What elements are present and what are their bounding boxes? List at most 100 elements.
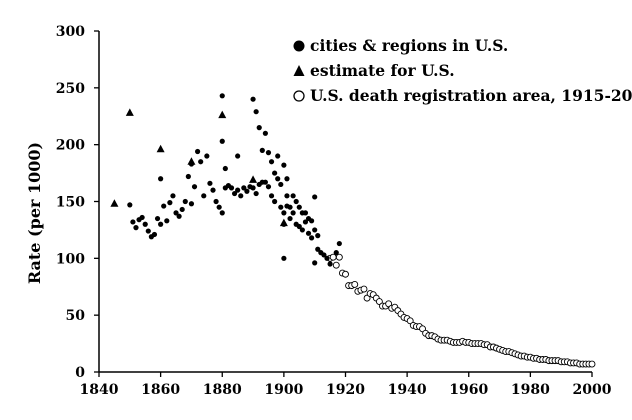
data-point-cities xyxy=(272,170,278,176)
legend: cities & regions in U.S. estimate for U.… xyxy=(293,36,632,105)
data-point-cities xyxy=(287,204,293,210)
data-point-cities xyxy=(235,187,241,193)
legend-marker-registration xyxy=(293,90,305,102)
y-tick-label: 0 xyxy=(75,365,85,381)
data-point-cities xyxy=(256,125,262,131)
data-point-cities xyxy=(231,190,238,197)
data-point-registration xyxy=(329,253,337,261)
data-point-cities xyxy=(133,225,139,231)
data-point-cities xyxy=(253,190,259,197)
data-point-cities xyxy=(219,93,225,99)
data-point-estimate xyxy=(279,218,288,227)
legend-marker-cities xyxy=(293,40,305,52)
y-tick-label: 250 xyxy=(56,81,85,97)
data-point-cities xyxy=(312,260,318,266)
legend-label-cities: cities & regions in U.S. xyxy=(310,36,508,55)
data-point-cities xyxy=(324,255,330,261)
data-point-cities xyxy=(207,180,213,186)
data-point-estimate xyxy=(187,157,196,165)
data-point-cities xyxy=(315,246,321,252)
data-point-estimate xyxy=(110,199,119,207)
data-point-cities xyxy=(198,159,204,165)
data-point-registration xyxy=(360,285,368,293)
data-point-cities xyxy=(287,215,293,222)
data-point-registration xyxy=(351,281,359,288)
data-point-cities xyxy=(142,221,148,227)
data-point-cities xyxy=(250,96,256,102)
chart-axes xyxy=(98,31,592,373)
data-point-cities xyxy=(176,213,182,219)
data-point-cities xyxy=(210,187,216,193)
data-point-cities xyxy=(293,198,299,205)
data-point-cities xyxy=(130,219,136,225)
data-point-cities xyxy=(222,165,228,172)
data-point-cities xyxy=(268,159,275,165)
data-point-cities xyxy=(253,109,259,115)
data-point-cities xyxy=(145,228,151,234)
data-point-cities xyxy=(151,231,158,238)
data-point-cities xyxy=(185,173,191,180)
y-tick-label: 200 xyxy=(56,138,85,154)
legend-label-registration: U.S. death registration area, 1915-2000 xyxy=(310,86,632,105)
data-point-cities xyxy=(216,204,222,210)
data-point-cities xyxy=(259,147,265,153)
data-point-cities xyxy=(290,210,296,216)
data-point-cities xyxy=(265,150,272,156)
data-point-cities xyxy=(272,198,278,205)
y-axis-label: Rate (per 1000) xyxy=(25,142,44,284)
data-point-cities xyxy=(296,223,302,230)
x-tick-label: 1920 xyxy=(326,382,365,398)
data-point-cities xyxy=(309,235,315,241)
data-points xyxy=(110,93,596,368)
data-point-cities xyxy=(219,210,225,216)
data-point-registration xyxy=(588,360,596,368)
data-point-cities xyxy=(278,181,284,188)
data-point-cities xyxy=(290,193,296,199)
data-point-cities xyxy=(219,138,225,144)
y-tick-label: 100 xyxy=(56,251,85,267)
data-point-cities xyxy=(158,176,164,182)
data-point-cities xyxy=(302,210,309,216)
data-point-cities xyxy=(241,185,247,191)
data-point-cities xyxy=(262,179,268,185)
x-tick-label: 1860 xyxy=(141,382,180,398)
x-axis-ticks: 1840 1860 1880 1900 1920 1940 1960 1980 2000 xyxy=(80,372,612,398)
data-point-cities xyxy=(284,193,290,199)
data-point-cities xyxy=(164,218,170,224)
data-point-cities xyxy=(179,206,185,213)
y-tick-label: 50 xyxy=(66,308,86,324)
data-point-cities xyxy=(182,198,188,205)
data-point-cities xyxy=(228,185,235,191)
data-point-cities xyxy=(333,250,339,256)
data-point-cities xyxy=(275,176,281,182)
data-point-cities xyxy=(188,201,195,207)
data-point-cities xyxy=(281,162,287,168)
data-point-estimate xyxy=(125,108,134,116)
y-tick-label: 150 xyxy=(56,195,85,211)
data-point-cities xyxy=(275,153,281,159)
data-point-cities xyxy=(281,255,287,261)
data-point-cities xyxy=(281,210,287,216)
data-point-cities xyxy=(321,252,327,258)
data-point-cities xyxy=(201,193,207,199)
x-tick-label: 1940 xyxy=(388,382,427,398)
data-point-cities xyxy=(296,204,302,210)
data-point-cities xyxy=(238,193,244,199)
data-point-cities xyxy=(250,185,256,191)
data-point-cities xyxy=(336,240,342,247)
data-point-registration xyxy=(335,253,343,261)
data-point-cities xyxy=(213,198,219,205)
data-point-cities xyxy=(312,194,318,200)
data-point-cities xyxy=(170,193,176,199)
data-point-cities xyxy=(235,153,241,159)
data-point-cities xyxy=(262,130,268,136)
data-point-cities xyxy=(139,214,145,221)
y-axis-ticks: 0 50 100 150 200 250 300 xyxy=(56,24,99,381)
x-tick-label: 1900 xyxy=(264,382,303,398)
data-point-cities xyxy=(309,218,315,224)
x-tick-label: 1840 xyxy=(80,382,119,398)
data-point-cities xyxy=(278,204,284,210)
legend-label-estimate: estimate for U.S. xyxy=(310,61,455,80)
data-point-estimate xyxy=(156,144,165,153)
